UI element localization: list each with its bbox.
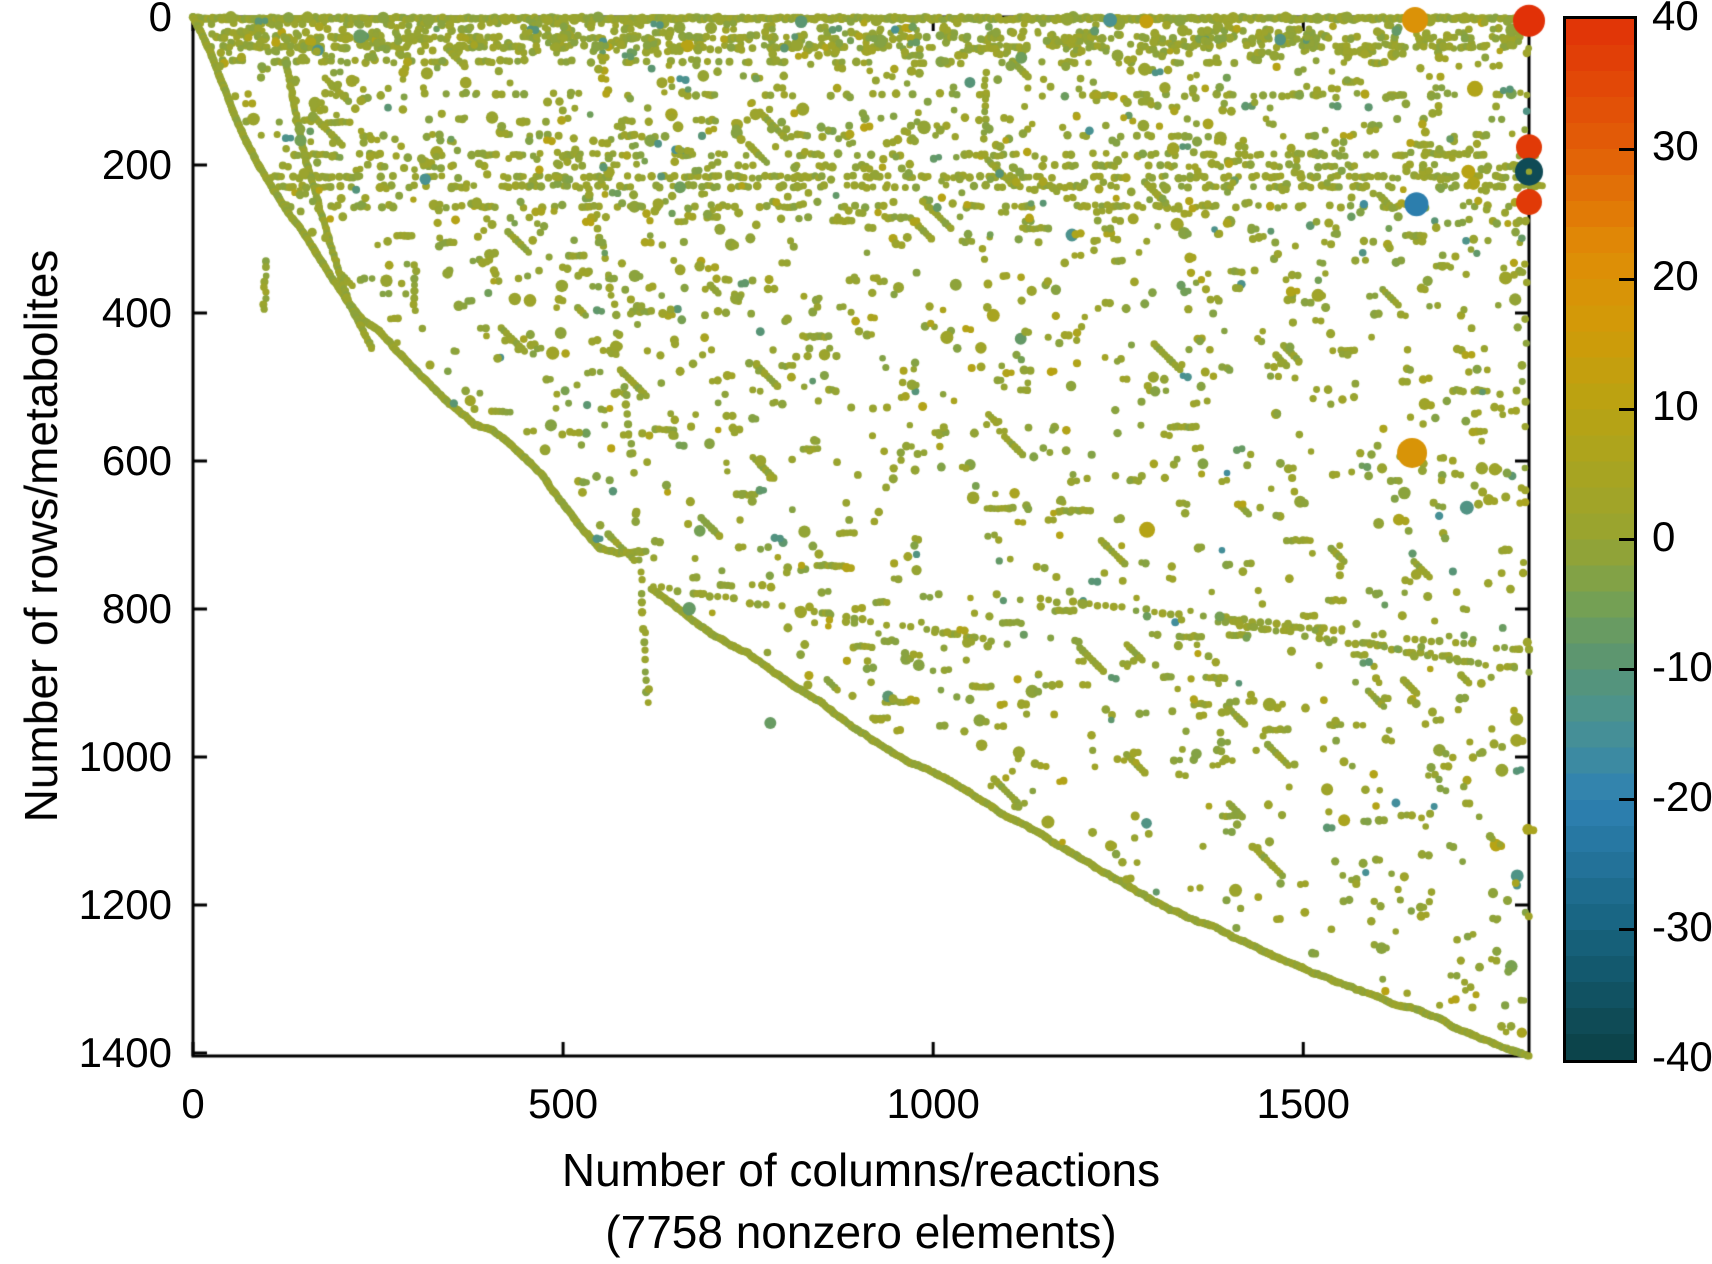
colorbar-tick — [1619, 407, 1634, 411]
y-axis-label: Number of rows/metabolites — [15, 249, 67, 823]
colorbar-tick — [1619, 147, 1634, 151]
y-tick-label: 200 — [101, 141, 172, 188]
x-tick-label: 500 — [528, 1080, 599, 1127]
colorbar-tick — [1619, 928, 1634, 932]
y-tick-label: 1200 — [78, 881, 172, 929]
x-tick-label: 0 — [181, 1080, 205, 1127]
y-tick-label: 600 — [101, 437, 172, 485]
y-tick-label: 1000 — [78, 733, 172, 781]
colorbar-tick-label: 30 — [1652, 122, 1699, 170]
colorbar — [1563, 16, 1637, 1063]
x-tick-label: 1500 — [1256, 1080, 1350, 1127]
colorbar-tick-label: 10 — [1652, 382, 1699, 430]
colorbar-tick-label: 40 — [1652, 0, 1699, 39]
colorbar-tick — [1619, 277, 1634, 281]
x-tick-label: 1000 — [886, 1080, 980, 1127]
colorbar-tick-label: -30 — [1652, 902, 1712, 950]
y-tick-label: 800 — [101, 585, 172, 633]
colorbar-tick-label: 20 — [1652, 252, 1699, 300]
colorbar-tick-label: 0 — [1652, 512, 1676, 560]
x-axis-sublabel: (7758 nonzero elements) — [605, 1206, 1117, 1258]
y-tick-label: 0 — [148, 0, 172, 40]
y-tick-label: 400 — [101, 289, 172, 336]
colorbar-tick — [1619, 668, 1634, 672]
colorbar-tick-label: -20 — [1652, 772, 1712, 820]
colorbar-tick — [1619, 798, 1634, 802]
y-tick-label: 1400 — [78, 1029, 172, 1077]
colorbar-tick-label: -40 — [1652, 1033, 1712, 1080]
colorbar-tick — [1619, 538, 1634, 541]
colorbar-tick-label: -10 — [1652, 642, 1712, 690]
x-axis-label: Number of columns/reactions — [561, 1144, 1161, 1196]
